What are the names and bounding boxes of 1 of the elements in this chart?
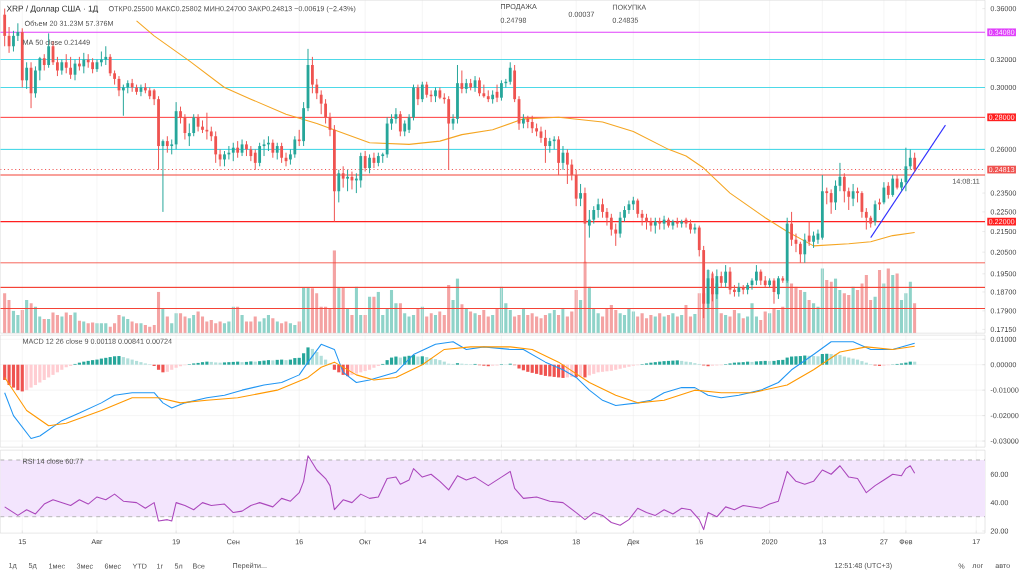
text: XRP / Доллар США · 1Д <box>6 5 99 14</box>
